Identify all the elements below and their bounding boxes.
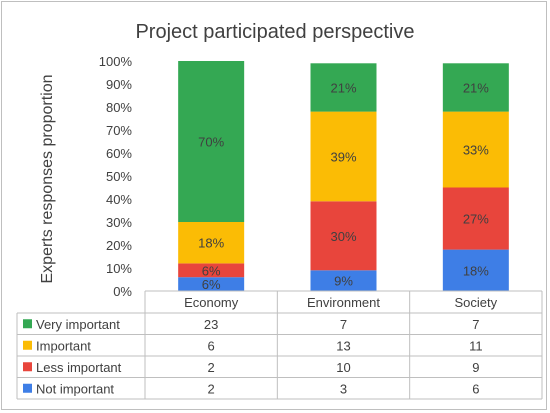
data-label: 18% xyxy=(463,263,489,278)
category-label: Economy xyxy=(184,295,239,310)
table-cell: 10 xyxy=(336,360,350,375)
bar-segment xyxy=(178,222,245,264)
bar-segment xyxy=(442,111,509,188)
y-tick-label: 50% xyxy=(106,169,132,184)
data-label: 30% xyxy=(330,229,356,244)
legend-swatch xyxy=(23,319,32,329)
chart-title: Project participated perspective xyxy=(135,21,414,43)
table-cell: 7 xyxy=(340,317,347,332)
y-tick-label: 70% xyxy=(106,123,132,138)
data-label: 18% xyxy=(198,236,224,251)
data-label: 21% xyxy=(330,80,356,95)
data-table: Economy Environment Society Very important 2… xyxy=(16,291,543,400)
bar-segment xyxy=(310,63,377,112)
bar-segment xyxy=(442,249,509,291)
data-label: 9% xyxy=(334,274,353,289)
y-tick-label: 100% xyxy=(99,54,133,69)
bar-segment xyxy=(178,61,245,222)
y-tick-label: 20% xyxy=(106,238,132,253)
table-cell: 2 xyxy=(208,360,215,375)
y-tick-label: 0% xyxy=(113,284,132,299)
table-cell: 6 xyxy=(208,338,215,353)
table-cell: 9 xyxy=(472,360,479,375)
y-tick-label: 40% xyxy=(106,192,132,207)
y-tick-label: 60% xyxy=(106,146,132,161)
data-label: 21% xyxy=(463,80,489,95)
bar-segment xyxy=(178,277,245,291)
category-label: Environment xyxy=(307,295,380,310)
data-label: 70% xyxy=(198,135,224,150)
legend-label: Less important xyxy=(36,360,122,375)
category-label: Society xyxy=(455,295,498,310)
table-cell: 23 xyxy=(204,317,218,332)
table-cell: 7 xyxy=(472,317,479,332)
bar-segment xyxy=(310,270,377,291)
table-cell: 11 xyxy=(469,338,483,353)
legend-swatch xyxy=(23,340,32,350)
table-cell: 2 xyxy=(208,381,215,396)
legend-label: Important xyxy=(36,338,91,353)
plot-area: 0% 10% 20% 30% 40% 50% 60% 70% 80% 90% 100% 6%6% 18%… xyxy=(99,54,542,299)
bar-segment xyxy=(442,187,509,250)
bar-segment xyxy=(442,63,509,112)
table-cell: 3 xyxy=(340,381,347,396)
table-cell: 6 xyxy=(472,381,479,396)
bar-segment xyxy=(310,111,377,202)
y-tick-label: 30% xyxy=(106,215,132,230)
legend-label: Not important xyxy=(36,381,114,396)
legend-swatch xyxy=(23,362,32,372)
bar-segment xyxy=(178,263,245,278)
y-tick-label: 10% xyxy=(106,261,132,276)
data-label: 6% xyxy=(202,263,221,278)
table-cell: 13 xyxy=(336,338,350,353)
y-tick-label: 80% xyxy=(106,100,132,115)
data-label: 27% xyxy=(463,212,489,227)
data-label: 33% xyxy=(463,143,489,158)
data-label: 39% xyxy=(330,149,356,164)
legend-swatch xyxy=(23,383,32,393)
bar-segment xyxy=(310,201,377,271)
y-tick-label: 90% xyxy=(106,77,132,92)
legend-label: Very important xyxy=(36,317,120,332)
data-label: 6% xyxy=(202,277,221,292)
y-axis-label: Experts responses proportion xyxy=(39,75,56,284)
